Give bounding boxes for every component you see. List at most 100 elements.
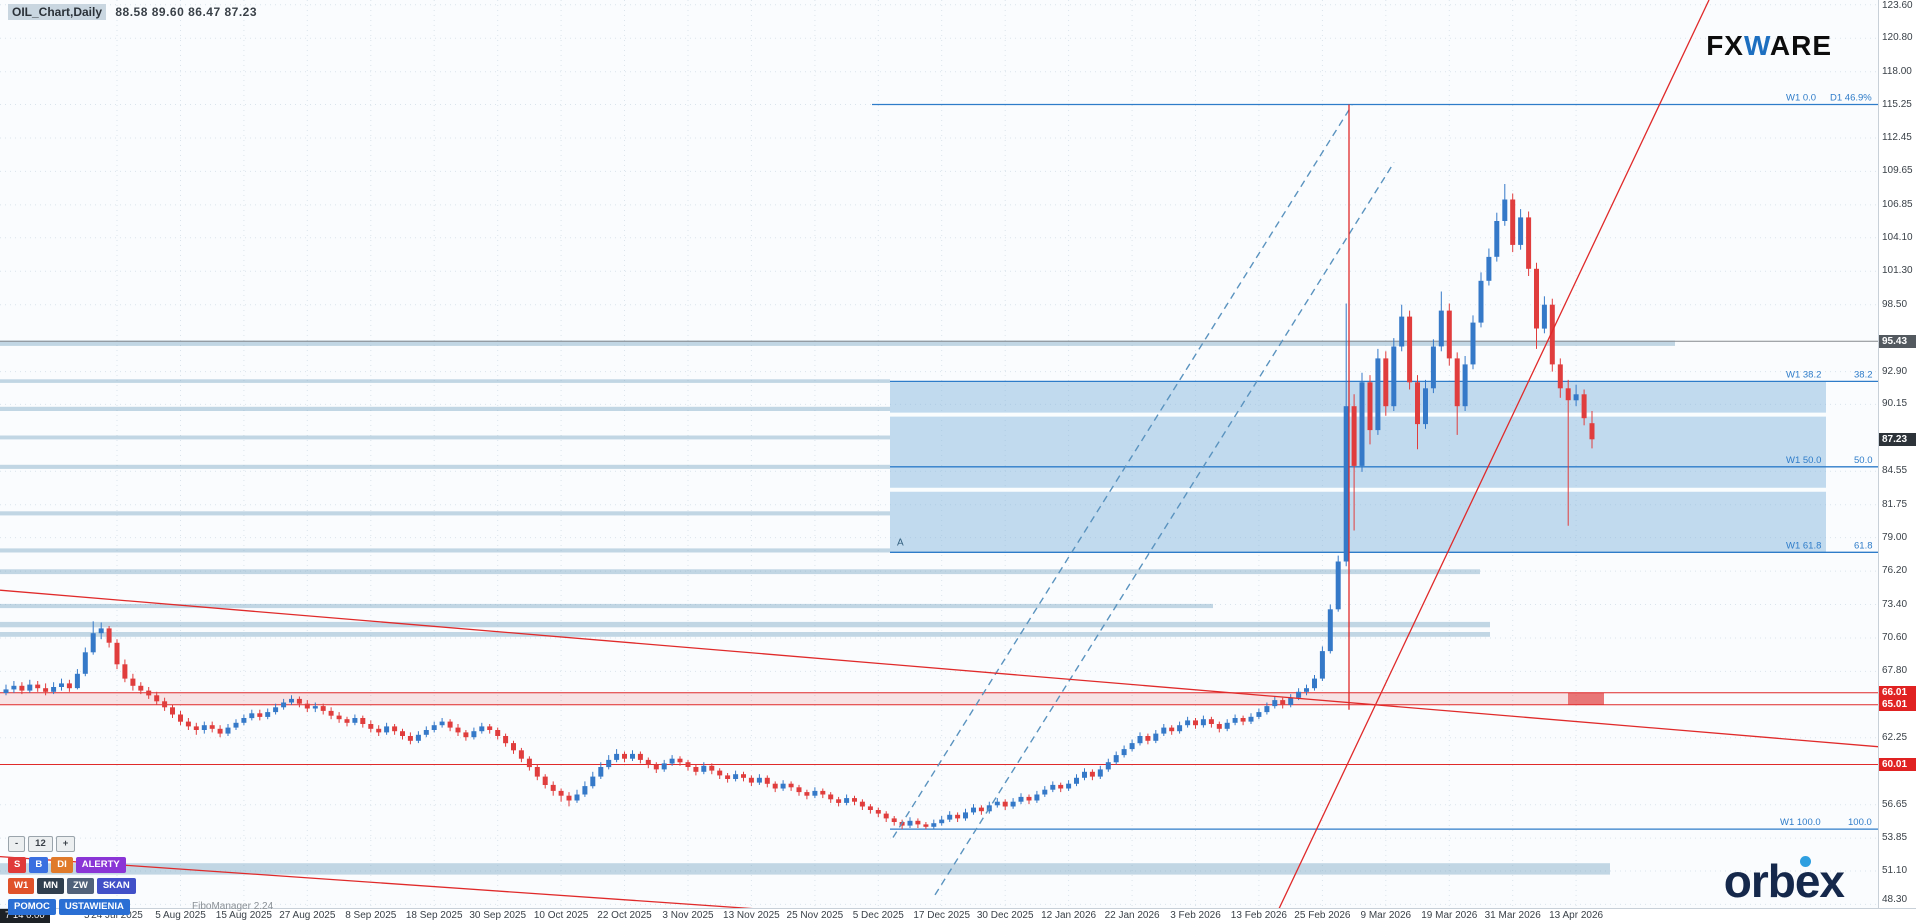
orbex-dot-icon — [1800, 856, 1811, 867]
time-tick-label: 25 Nov 2025 — [786, 910, 844, 921]
time-tick-label: 27 Aug 2025 — [279, 910, 336, 921]
svg-text:38.2: 38.2 — [1854, 369, 1873, 380]
time-tick-label: 31 Mar 2026 — [1484, 910, 1541, 921]
svg-text:100.0: 100.0 — [1848, 817, 1872, 828]
price-tag-66.01: 66.01 — [1879, 686, 1916, 700]
time-tick-label: 8 Sep 2025 — [345, 910, 397, 921]
time-tick-label: 15 Aug 2025 — [215, 910, 272, 921]
level-bands — [0, 340, 1675, 875]
price-tag-95.43: 95.43 — [1879, 334, 1916, 348]
toolbar-row-3: W1 MN ZW SKAN — [8, 878, 136, 894]
fxware-logo-fx: FX — [1706, 30, 1744, 61]
time-tick-label: 22 Jan 2026 — [1104, 910, 1160, 921]
time-tick-label: 3 Feb 2026 — [1170, 910, 1221, 921]
toolbar-row-2: S B DI ALERTY — [8, 857, 126, 873]
price-tick-label: 56.65 — [1882, 798, 1908, 810]
price-tick-label: 51.10 — [1882, 865, 1908, 876]
toolbar-button-s[interactable]: S — [8, 857, 27, 873]
price-axis[interactable]: 123.60 120.80 118.00 115.25 112.45 109.65 106.… — [1878, 0, 1916, 908]
toolbar-button-skan[interactable]: SKAN — [96, 878, 136, 894]
fxware-logo-w: W — [1743, 30, 1770, 61]
toolbar-button-pomoc[interactable]: POMOC — [8, 899, 56, 915]
time-tick-label: 30 Sep 2025 — [469, 910, 527, 921]
chart-plot-area[interactable]: W1 0.0 D1 46.9% W1 38.2 38.2 W1 50.0 50.0 W1 6… — [0, 0, 1878, 915]
fxware-logo: FXWARE — [1706, 30, 1832, 62]
dashed-channel-lines[interactable] — [892, 104, 1395, 896]
fxware-logo-are: ARE — [1769, 30, 1832, 61]
price-tick-label: 81.75 — [1882, 498, 1908, 510]
price-tick-label: 109.65 — [1882, 165, 1913, 177]
price-tag-65.01: 65.01 — [1879, 698, 1916, 712]
toolbar-button-ustawienia[interactable]: USTAWIENIA — [58, 899, 130, 915]
chart-title: OIL_Chart,Daily 88.58 89.60 86.47 87.23 — [8, 4, 257, 20]
price-tick-label: 92.90 — [1882, 365, 1908, 377]
price-tick-label: 98.50 — [1882, 298, 1908, 310]
toolbar-button-alerty[interactable]: ALERTY — [75, 857, 126, 873]
toolbar-button--[interactable]: + — [55, 836, 76, 852]
toolbar-button-b[interactable]: B — [29, 857, 49, 873]
price-tick-label: 79.00 — [1882, 531, 1908, 543]
toolbar-row-4: POMOC USTAWIENIA — [8, 899, 130, 915]
price-tick-label: 118.00 — [1882, 65, 1912, 77]
price-tick-label: 84.55 — [1882, 465, 1908, 477]
time-tick-label: 22 Oct 2025 — [597, 910, 652, 921]
time-tick-label: 30 Dec 2025 — [976, 910, 1034, 921]
toolbar-row-1: -12 + — [8, 836, 76, 852]
price-tick-label: 106.85 — [1882, 198, 1913, 210]
time-tick-label: 5 — [84, 910, 90, 921]
toolbar-button--[interactable]: - — [8, 836, 26, 852]
fibomanager-version: FiboManager 2.24 — [192, 901, 274, 912]
toolbar-button-12[interactable]: 12 — [28, 836, 53, 852]
time-tick-label: 10 Oct 2025 — [533, 910, 589, 921]
price-tag-87.23: 87.23 — [1879, 432, 1916, 446]
price-tick-label: 67.80 — [1882, 665, 1908, 677]
svg-text:D1 46.9%: D1 46.9% — [1830, 93, 1872, 104]
candles-layer — [3, 184, 1595, 830]
time-tick-label: 9 Mar 2026 — [1360, 910, 1412, 921]
toolbar-button-mn[interactable]: MN — [37, 878, 65, 894]
svg-text:A: A — [897, 537, 904, 548]
orbex-logo: orbex — [1723, 854, 1845, 908]
time-tick-label: 25 Feb 2026 — [1294, 910, 1351, 921]
time-tick-label: 13 Apr 2026 — [1549, 910, 1604, 921]
time-tick-label: 5 Dec 2025 — [852, 910, 904, 921]
chart-canvas[interactable]: W1 0.0 D1 46.9% W1 38.2 38.2 W1 50.0 50.0 W1 6… — [0, 0, 1878, 908]
symbol-name: OIL_Chart,Daily — [8, 4, 107, 20]
red-level-zone — [0, 692, 1604, 705]
price-tick-label: 62.25 — [1882, 731, 1908, 743]
time-tick-label: 13 Nov 2025 — [723, 910, 780, 921]
price-tick-label: 120.80 — [1882, 32, 1913, 44]
svg-text:W1 50.0: W1 50.0 — [1786, 455, 1821, 466]
trend-lines[interactable] — [0, 0, 1878, 908]
svg-text:W1 61.8: W1 61.8 — [1786, 540, 1821, 551]
price-tick-label: 70.60 — [1882, 632, 1908, 643]
time-tick-label: 24 Jul 2025 — [91, 910, 143, 921]
time-tick-label: 13 Feb 2026 — [1230, 910, 1287, 921]
price-tick-label: 112.45 — [1882, 132, 1912, 143]
price-tick-label: 73.40 — [1882, 598, 1908, 610]
price-tick-label: 76.20 — [1882, 565, 1908, 577]
svg-text:61.8: 61.8 — [1854, 540, 1873, 551]
toolbar-button-zw[interactable]: ZW — [67, 878, 94, 894]
price-tick-label: 48.30 — [1882, 894, 1908, 905]
time-tick-label: 5 Aug 2025 — [155, 910, 206, 921]
toolbar-button-di[interactable]: DI — [51, 857, 73, 873]
price-tick-label: 115.25 — [1882, 98, 1912, 110]
svg-text:W1 0.0: W1 0.0 — [1786, 93, 1816, 104]
time-tick-label: 18 Sep 2025 — [405, 910, 463, 921]
time-tick-label: 3 Nov 2025 — [662, 910, 714, 921]
price-tick-label: 101.30 — [1882, 265, 1913, 277]
price-tick-label: 123.60 — [1882, 0, 1913, 11]
time-tick-label: 17 Dec 2025 — [913, 910, 971, 921]
ohlc-values: 88.58 89.60 86.47 87.23 — [115, 5, 257, 19]
svg-text:W1 100.0: W1 100.0 — [1780, 817, 1821, 828]
time-tick-label: 12 Jan 2026 — [1041, 910, 1097, 921]
svg-text:W1 38.2: W1 38.2 — [1786, 369, 1821, 380]
toolbar-button-w1[interactable]: W1 — [8, 878, 35, 894]
orbex-logo-text: orbex — [1723, 855, 1845, 907]
price-tick-label: 104.10 — [1882, 231, 1913, 243]
price-tick-label: 90.15 — [1882, 398, 1908, 410]
time-axis[interactable]: 7 14 0:00 5 24 Jul 2025 5 Aug 2025 15 Aug 20… — [0, 908, 1916, 923]
time-tick-label: 19 Mar 2026 — [1421, 910, 1478, 921]
